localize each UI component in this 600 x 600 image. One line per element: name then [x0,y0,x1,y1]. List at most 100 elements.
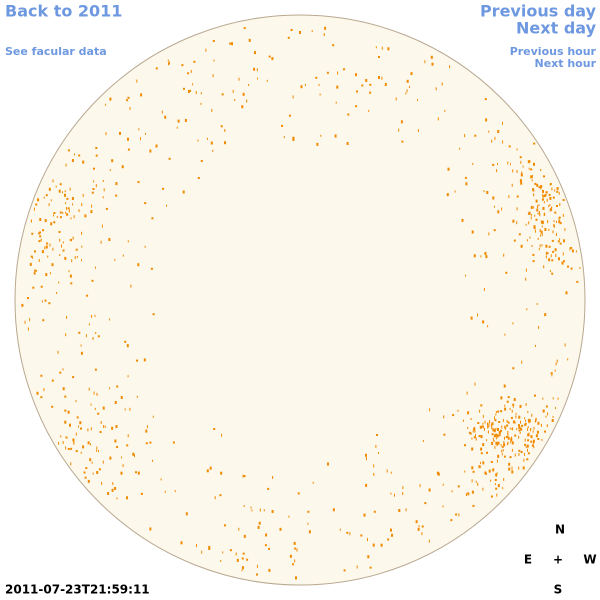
facula [556,190,559,193]
facula [548,205,550,208]
facula [558,257,560,261]
facula [511,448,513,452]
facula [132,452,135,456]
facula [540,185,543,188]
facula [512,219,515,223]
previous-hour-link[interactable]: Previous hour [510,45,597,58]
facula [91,461,93,464]
facula [557,240,560,243]
facula [565,291,568,295]
facula [343,68,345,71]
facula [292,95,294,99]
facula [562,199,565,201]
facula [558,220,561,224]
facula [531,174,533,178]
facula [554,248,557,252]
facula [467,492,470,496]
facula [121,456,123,459]
facula [559,242,562,245]
facula [68,209,70,213]
facula [82,160,85,164]
facula [490,479,492,482]
facula [471,466,474,470]
facula [75,450,78,453]
facula [570,247,573,249]
facula [555,362,557,366]
facula [39,231,41,234]
facula [402,492,404,496]
facula [471,479,473,483]
facula [81,203,83,207]
facula [515,412,517,415]
facula [481,425,484,428]
facula [67,410,70,414]
facula [96,392,98,396]
facula [525,268,527,272]
facula [567,265,569,268]
facula [471,490,474,494]
facula [540,234,541,237]
next-hour-link[interactable]: Next hour [535,57,597,70]
facula [431,62,434,66]
facula [176,126,178,129]
facula [501,445,504,448]
compass-west: W [583,553,596,567]
facula [473,427,476,431]
facula [486,451,488,454]
facula [547,412,549,416]
facula [256,573,258,576]
facula [369,83,372,86]
facula [510,163,511,166]
facula [91,204,93,208]
facula [65,333,67,337]
facula [510,438,513,442]
facula [129,107,131,110]
facula [346,142,349,145]
facula [337,71,339,75]
facula [492,428,495,432]
facula [556,359,558,363]
facula [512,322,514,325]
facula [551,207,553,211]
facula [95,154,98,157]
facula [482,487,484,491]
facula [267,487,270,490]
facula [162,187,165,190]
facula [496,459,498,463]
facula [289,554,292,558]
facula [447,167,450,171]
facula [496,472,498,475]
facula [93,167,95,170]
facula [34,269,37,272]
facula [67,448,70,450]
facula [530,213,532,216]
facula [538,211,540,214]
facula [461,218,464,222]
facula [535,344,536,347]
facula [480,461,481,464]
facula [518,453,520,456]
facula [44,219,47,223]
previous-day-link[interactable]: Previous day [480,2,597,21]
facula [467,411,470,415]
facula [548,228,550,231]
facula [485,118,488,122]
facula [59,238,61,242]
facula [545,244,548,248]
facula [62,191,63,194]
facula [35,203,38,206]
facula [482,422,484,425]
facula [428,539,430,543]
facula [551,272,554,275]
facula [546,252,549,255]
facula [507,433,509,437]
facula [161,110,163,114]
facula [52,247,54,251]
facula [475,434,476,438]
facula [44,299,47,302]
back-link[interactable]: Back to 2011 [5,2,122,21]
facular-data-link[interactable]: See facular data [5,45,107,58]
next-day-link[interactable]: Next day [516,19,597,38]
facula [111,426,114,430]
